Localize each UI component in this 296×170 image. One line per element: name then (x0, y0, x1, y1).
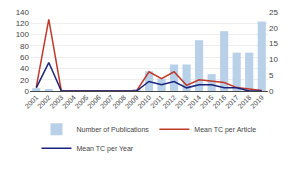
svg-text:10: 10 (269, 55, 278, 64)
svg-text:2018: 2018 (236, 94, 252, 110)
svg-text:15: 15 (269, 39, 278, 48)
svg-text:0: 0 (269, 87, 274, 96)
svg-text:2002: 2002 (36, 94, 52, 110)
svg-text:40: 40 (20, 64, 29, 73)
svg-text:20: 20 (269, 24, 278, 33)
svg-text:25: 25 (269, 8, 278, 17)
svg-text:2009: 2009 (124, 94, 140, 110)
svg-text:100: 100 (16, 30, 30, 39)
svg-text:Number of Publications: Number of Publications (77, 126, 150, 133)
svg-text:2007: 2007 (99, 94, 115, 110)
svg-text:80: 80 (20, 42, 29, 51)
svg-text:2005: 2005 (74, 94, 90, 110)
svg-text:2003: 2003 (49, 94, 65, 110)
svg-text:0: 0 (25, 87, 30, 96)
svg-text:2017: 2017 (224, 94, 240, 110)
svg-text:Mean TC per Year: Mean TC per Year (77, 145, 134, 153)
svg-text:2006: 2006 (86, 94, 102, 110)
svg-text:2008: 2008 (111, 94, 127, 110)
svg-text:2011: 2011 (149, 94, 165, 110)
svg-text:2001: 2001 (23, 94, 39, 110)
svg-text:2014: 2014 (186, 94, 202, 110)
svg-text:2004: 2004 (61, 94, 77, 110)
svg-text:2016: 2016 (211, 94, 227, 110)
svg-text:2010: 2010 (136, 94, 152, 110)
svg-text:2015: 2015 (199, 94, 215, 110)
svg-text:2019: 2019 (249, 94, 265, 110)
svg-text:5: 5 (269, 71, 274, 80)
svg-text:140: 140 (16, 8, 30, 17)
svg-text:120: 120 (16, 19, 30, 28)
svg-text:20: 20 (20, 76, 29, 85)
svg-text:60: 60 (20, 53, 29, 62)
svg-text:2012: 2012 (161, 94, 177, 110)
svg-text:2013: 2013 (174, 94, 190, 110)
svg-text:Mean TC per Article: Mean TC per Article (194, 126, 256, 134)
